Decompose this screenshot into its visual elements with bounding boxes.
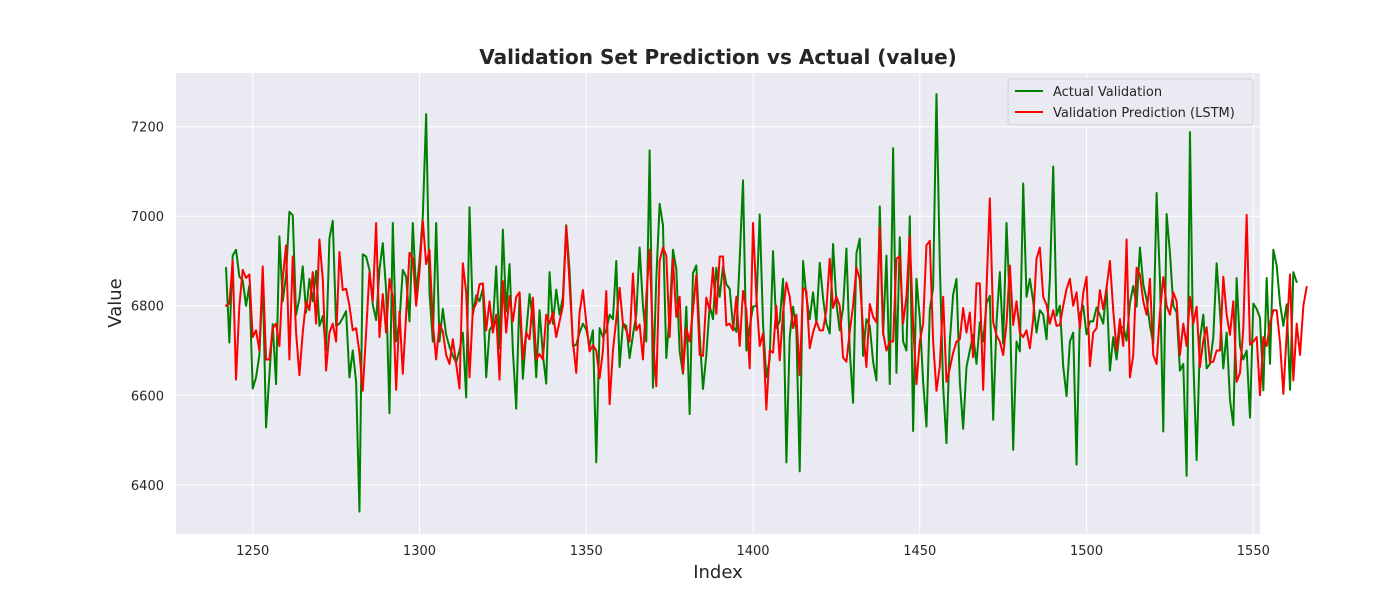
x-axis-label: Index bbox=[693, 562, 743, 583]
y-axis-ticks: 6400 6600 6800 7000 7200 bbox=[131, 121, 164, 494]
legend-label-prediction: Validation Prediction (LSTM) bbox=[1053, 106, 1235, 121]
gridlines bbox=[176, 73, 1260, 534]
x-tick-label: 1500 bbox=[1070, 544, 1103, 559]
legend-box bbox=[1007, 78, 1254, 126]
legend: Actual Validation Validation Prediction … bbox=[1007, 78, 1254, 126]
legend-label-actual: Actual Validation bbox=[1053, 85, 1162, 100]
x-tick-label: 1300 bbox=[403, 544, 436, 559]
x-tick-label: 1550 bbox=[1237, 544, 1270, 559]
plot-area-background bbox=[176, 73, 1260, 534]
series-lines bbox=[225, 93, 1308, 513]
chart-title: Validation Set Prediction vs Actual (val… bbox=[479, 45, 957, 69]
x-tick-label: 1400 bbox=[736, 544, 769, 559]
x-tick-label: 1450 bbox=[903, 544, 936, 559]
x-tick-label: 1350 bbox=[570, 544, 603, 559]
y-axis-label: Value bbox=[105, 278, 126, 327]
y-tick-label: 6800 bbox=[131, 300, 164, 315]
y-tick-label: 7000 bbox=[131, 210, 164, 225]
y-tick-label: 6400 bbox=[131, 479, 164, 494]
series-line-prediction bbox=[225, 197, 1308, 411]
y-tick-label: 6600 bbox=[131, 389, 164, 404]
x-axis-ticks: 1250 1300 1350 1400 1450 1500 1550 bbox=[236, 544, 1270, 559]
x-tick-label: 1250 bbox=[236, 544, 269, 559]
y-tick-label: 7200 bbox=[131, 121, 164, 136]
